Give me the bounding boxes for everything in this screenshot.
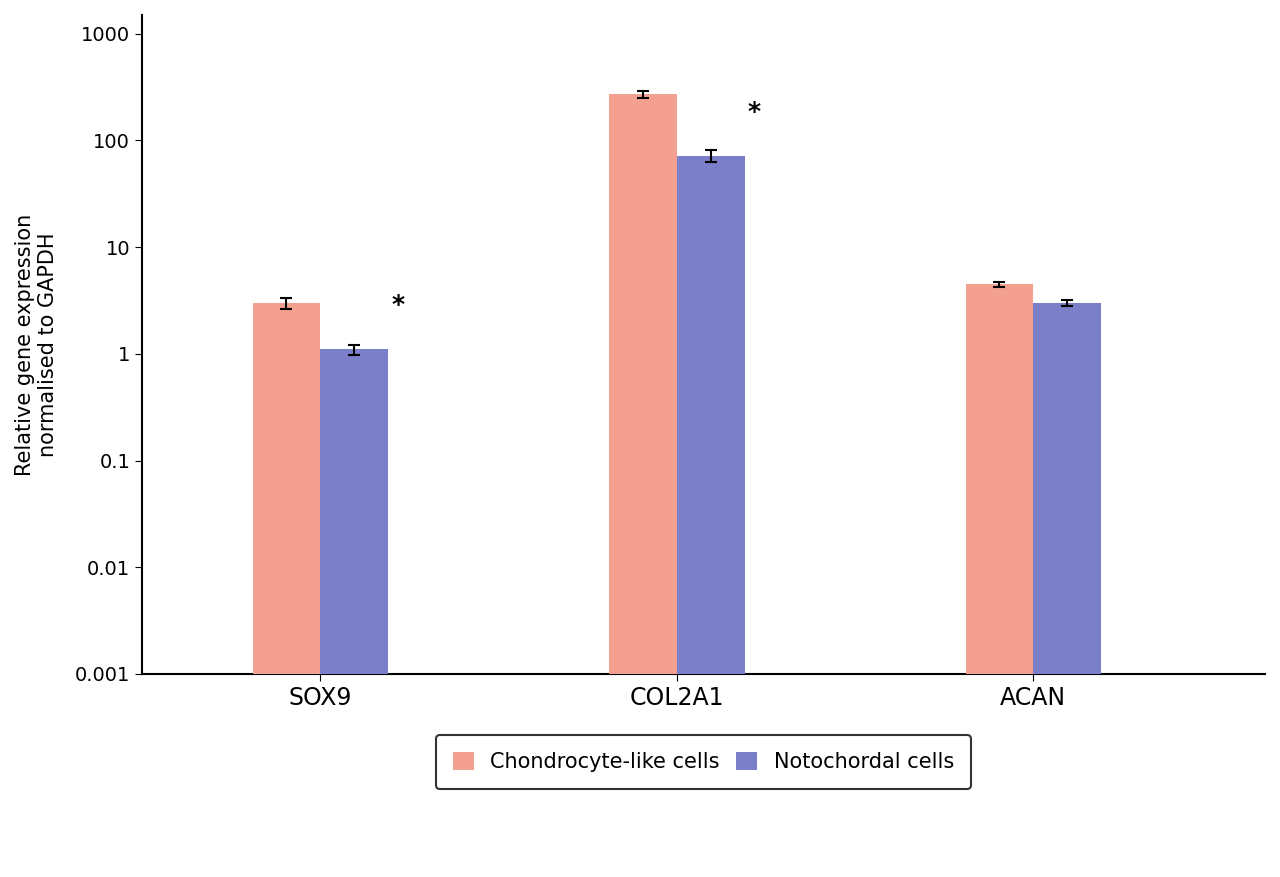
Bar: [252, 303, 320, 877]
Bar: [965, 284, 1033, 877]
Bar: [320, 349, 388, 877]
Text: *: *: [748, 100, 762, 124]
Y-axis label: Relative gene expression
normalised to GAPDH: Relative gene expression normalised to G…: [15, 213, 58, 475]
Legend: Chondrocyte-like cells, Notochordal cells: Chondrocyte-like cells, Notochordal cell…: [436, 735, 972, 788]
Text: *: *: [392, 294, 404, 317]
Bar: [677, 156, 745, 877]
Bar: [609, 95, 677, 877]
Bar: [1033, 303, 1101, 877]
